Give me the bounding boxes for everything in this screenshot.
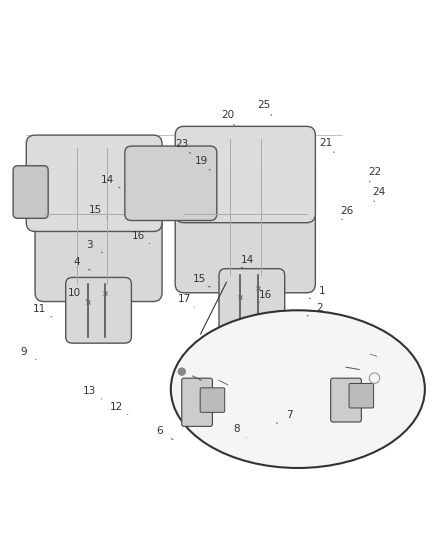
Text: 23: 23 — [175, 139, 188, 149]
FancyBboxPatch shape — [331, 378, 361, 422]
FancyBboxPatch shape — [26, 135, 162, 231]
Text: 22: 22 — [368, 167, 381, 177]
Text: 4: 4 — [73, 257, 80, 267]
FancyBboxPatch shape — [182, 378, 212, 426]
FancyBboxPatch shape — [35, 152, 162, 302]
Text: 7: 7 — [286, 410, 293, 421]
Text: 10: 10 — [68, 288, 81, 298]
Text: 8: 8 — [233, 424, 240, 433]
FancyBboxPatch shape — [175, 126, 315, 223]
Text: 12: 12 — [110, 402, 123, 411]
FancyBboxPatch shape — [200, 388, 225, 413]
Text: 20: 20 — [221, 110, 234, 120]
Text: 26: 26 — [340, 206, 353, 216]
Text: 17: 17 — [177, 294, 191, 304]
Text: 6: 6 — [156, 426, 163, 436]
FancyBboxPatch shape — [219, 269, 285, 334]
Text: 16: 16 — [131, 231, 145, 241]
Text: 24: 24 — [372, 187, 385, 197]
FancyBboxPatch shape — [175, 152, 315, 293]
Circle shape — [178, 368, 185, 375]
FancyBboxPatch shape — [66, 278, 131, 343]
FancyBboxPatch shape — [13, 166, 48, 219]
Text: 15: 15 — [89, 205, 102, 215]
Text: 14: 14 — [241, 255, 254, 265]
Text: 13: 13 — [83, 386, 96, 397]
FancyBboxPatch shape — [125, 146, 217, 221]
Text: 1: 1 — [318, 286, 325, 296]
Text: 19: 19 — [195, 156, 208, 166]
Text: 16: 16 — [258, 290, 272, 300]
Text: 21: 21 — [320, 138, 333, 148]
Ellipse shape — [171, 310, 425, 468]
Text: 11: 11 — [33, 304, 46, 314]
Text: 15: 15 — [193, 274, 206, 284]
Text: 14: 14 — [101, 175, 114, 185]
Text: 3: 3 — [86, 240, 93, 249]
Text: 9: 9 — [21, 347, 28, 357]
Text: 25: 25 — [258, 100, 271, 110]
Text: 2: 2 — [316, 303, 323, 313]
FancyBboxPatch shape — [349, 383, 374, 408]
